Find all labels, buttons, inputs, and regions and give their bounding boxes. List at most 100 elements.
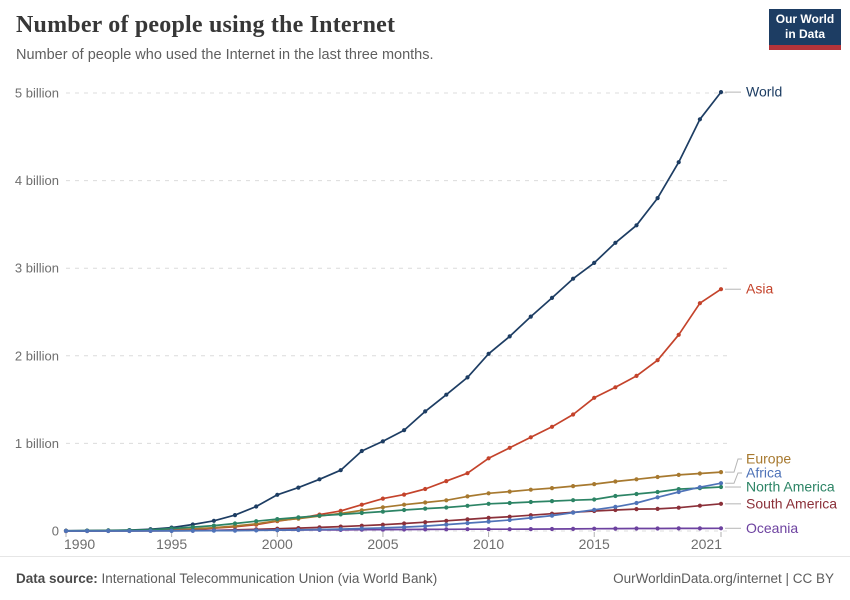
data-point[interactable] (655, 474, 660, 480)
data-point[interactable] (507, 514, 512, 519)
data-point[interactable] (402, 507, 407, 513)
data-point[interactable] (655, 489, 660, 495)
data-point[interactable] (275, 528, 280, 533)
data-point[interactable] (380, 496, 385, 501)
data-point[interactable] (507, 500, 512, 506)
data-point[interactable] (465, 494, 470, 499)
data-point[interactable] (317, 477, 322, 482)
data-point[interactable] (465, 503, 470, 508)
data-point[interactable] (317, 527, 322, 532)
data-point[interactable] (254, 528, 259, 533)
data-point[interactable] (444, 522, 449, 527)
data-point[interactable] (634, 491, 639, 497)
data-point[interactable] (697, 301, 703, 306)
data-point[interactable] (296, 515, 301, 520)
data-point[interactable] (486, 527, 491, 532)
data-point[interactable] (528, 527, 533, 532)
data-point[interactable] (63, 528, 69, 534)
data-point[interactable] (211, 523, 216, 528)
data-point[interactable] (380, 505, 385, 510)
data-point[interactable] (211, 518, 216, 523)
data-point[interactable] (359, 448, 364, 454)
data-point[interactable] (444, 527, 449, 532)
data-point[interactable] (486, 519, 491, 524)
data-point[interactable] (718, 484, 724, 490)
data-point[interactable] (296, 527, 301, 533)
data-point[interactable] (571, 276, 576, 281)
series-label-north_america[interactable]: North America (746, 479, 835, 495)
data-point[interactable] (444, 479, 449, 484)
data-point[interactable] (549, 295, 555, 300)
data-point[interactable] (634, 507, 639, 512)
data-point[interactable] (592, 497, 597, 502)
data-point[interactable] (528, 487, 533, 492)
data-point[interactable] (718, 481, 724, 486)
data-point[interactable] (634, 526, 639, 531)
data-point[interactable] (423, 500, 428, 505)
data-point[interactable] (486, 501, 491, 506)
data-point[interactable] (211, 528, 216, 533)
data-point[interactable] (402, 521, 407, 526)
data-point[interactable] (676, 526, 681, 531)
data-point[interactable] (402, 492, 407, 497)
data-point[interactable] (254, 519, 259, 524)
data-point[interactable] (232, 513, 238, 518)
data-point[interactable] (359, 502, 364, 507)
data-point[interactable] (613, 493, 618, 499)
owid-logo[interactable]: Our World in Data (769, 9, 841, 50)
data-point[interactable] (676, 332, 681, 337)
data-point[interactable] (486, 515, 491, 521)
data-point[interactable] (338, 512, 343, 517)
data-point[interactable] (486, 351, 491, 356)
data-point[interactable] (634, 373, 639, 378)
data-point[interactable] (718, 287, 724, 292)
data-point[interactable] (697, 485, 703, 490)
data-point[interactable] (486, 491, 491, 496)
data-point[interactable] (571, 510, 576, 515)
series-label-oceania[interactable]: Oceania (746, 520, 798, 536)
data-point[interactable] (718, 90, 724, 95)
data-point[interactable] (486, 456, 491, 461)
data-point[interactable] (613, 240, 618, 245)
data-point[interactable] (571, 498, 576, 503)
data-point[interactable] (232, 521, 238, 526)
data-point[interactable] (676, 472, 681, 477)
data-point[interactable] (127, 528, 132, 534)
series-label-africa[interactable]: Africa (746, 465, 782, 481)
data-point[interactable] (359, 526, 364, 531)
data-point[interactable] (444, 518, 449, 523)
data-point[interactable] (507, 489, 512, 494)
data-point[interactable] (232, 528, 238, 533)
data-point[interactable] (190, 528, 195, 533)
data-point[interactable] (465, 375, 470, 380)
series-label-asia[interactable]: Asia (746, 281, 773, 297)
data-point[interactable] (613, 507, 618, 513)
data-point[interactable] (380, 525, 385, 531)
data-point[interactable] (465, 527, 470, 532)
data-point[interactable] (697, 471, 703, 476)
data-point[interactable] (592, 260, 597, 265)
data-point[interactable] (380, 522, 385, 527)
data-point[interactable] (423, 520, 428, 525)
data-point[interactable] (317, 513, 322, 518)
data-point[interactable] (254, 504, 259, 509)
data-point[interactable] (423, 409, 428, 414)
data-point[interactable] (380, 439, 385, 444)
data-point[interactable] (507, 527, 512, 532)
series-label-south_america[interactable]: South America (746, 495, 837, 511)
data-point[interactable] (528, 499, 533, 505)
data-point[interactable] (571, 484, 576, 489)
data-point[interactable] (444, 505, 449, 510)
data-point[interactable] (528, 314, 533, 319)
data-point[interactable] (634, 223, 639, 228)
data-point[interactable] (592, 507, 597, 512)
data-point[interactable] (592, 482, 597, 487)
data-point[interactable] (676, 505, 681, 510)
data-point[interactable] (423, 527, 428, 532)
data-point[interactable] (338, 527, 343, 532)
data-point[interactable] (507, 517, 512, 523)
series-line-north_america[interactable] (65, 486, 722, 532)
data-point[interactable] (549, 513, 555, 518)
owid-citation-link[interactable]: OurWorldinData.org/internet | CC BY (613, 571, 834, 586)
data-point[interactable] (697, 117, 703, 122)
